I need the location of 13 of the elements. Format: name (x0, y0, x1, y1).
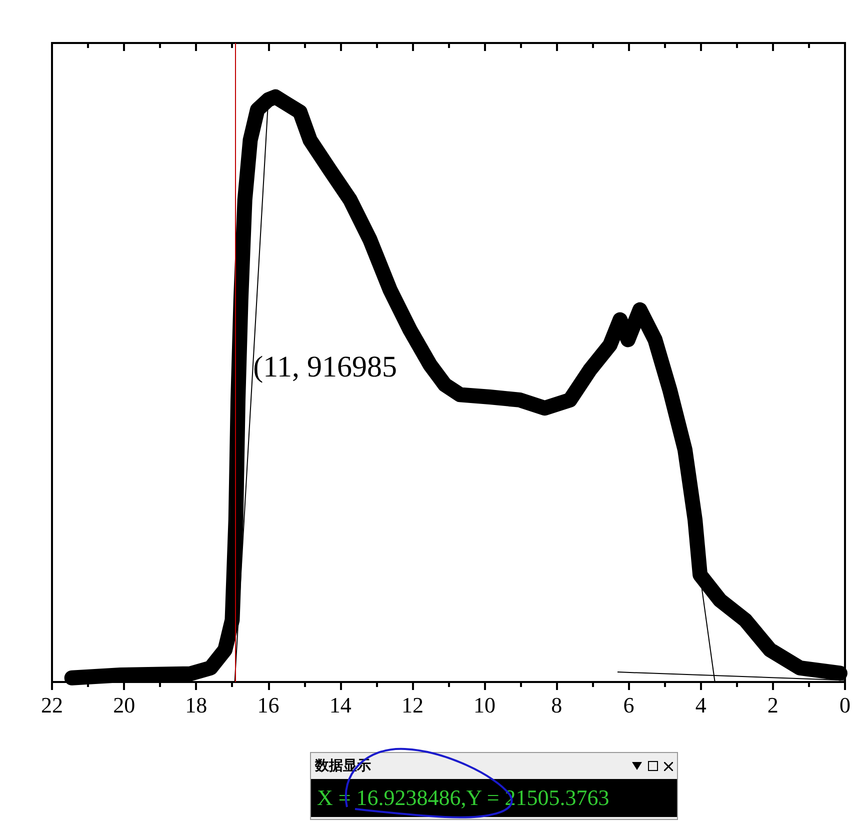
x-tick-label: 22 (41, 692, 63, 718)
x-tick-label: 0 (840, 692, 850, 718)
x-tick-label: 8 (551, 692, 562, 718)
x-tick-label: 10 (474, 692, 496, 718)
x-tick-label: 20 (113, 692, 136, 718)
x-tick-label: 12 (401, 692, 424, 718)
x-tick-label: 16 (257, 692, 280, 718)
x-tick-label: 14 (329, 692, 352, 718)
x-tick-label: 18 (185, 692, 208, 718)
x-tick-label: 2 (767, 692, 778, 718)
x-tick-label: 6 (623, 692, 634, 718)
x-tick-label: 4 (695, 692, 706, 718)
annotation: (11, 916985 (253, 350, 398, 384)
